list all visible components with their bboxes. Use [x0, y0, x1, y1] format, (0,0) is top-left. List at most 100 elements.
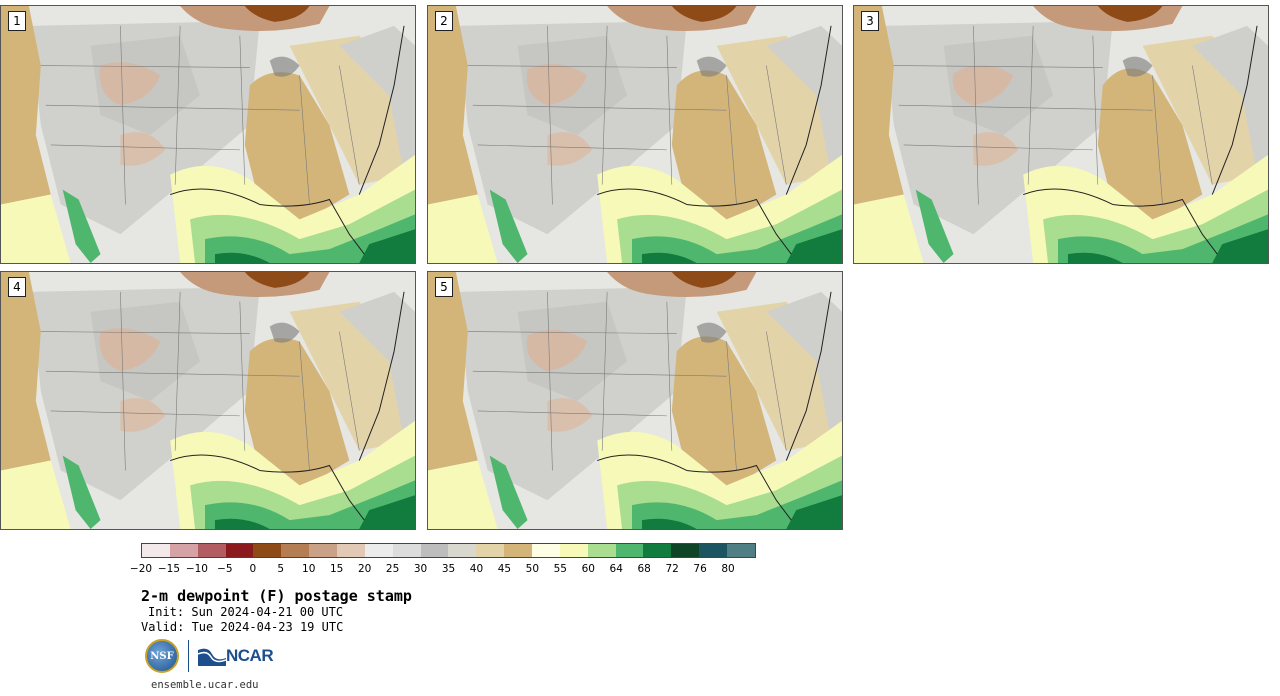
state-boundary-line — [547, 25, 553, 205]
pacific-moist-region — [1, 460, 71, 529]
state-boundary-line — [472, 370, 727, 377]
colorbar-tick: 35 — [441, 563, 456, 575]
east-moist-band — [671, 336, 777, 491]
west-coast-moist-band — [854, 6, 904, 205]
nsf-logo: NSF — [145, 639, 179, 673]
state-boundary-line — [299, 75, 310, 205]
member-label-4: 4 — [8, 277, 26, 297]
colorbar-tick: −5 — [217, 563, 233, 575]
state-boundary-line — [601, 291, 608, 451]
dewpoint-map-2 — [428, 6, 842, 263]
low-dewpoint-patch — [973, 132, 1019, 166]
state-boundary-line — [903, 144, 1093, 151]
colorbar-tick: 5 — [277, 563, 285, 575]
north-dry-core — [244, 272, 310, 288]
member-label-3: 3 — [861, 11, 879, 31]
colorbar-segment — [281, 544, 310, 557]
sierra-madre-humid-strip — [915, 189, 954, 263]
state-boundary-line — [601, 25, 608, 185]
gulf-very-humid-region — [205, 214, 415, 263]
state-boundary-line — [1192, 65, 1213, 185]
colorbar-tick: 72 — [665, 563, 679, 575]
north-dry-core — [671, 272, 737, 288]
state-boundary-line — [174, 25, 181, 185]
member-label-5: 5 — [435, 277, 453, 297]
colorbar-tick: 64 — [609, 563, 623, 575]
gulf-very-humid-region — [205, 480, 415, 529]
west-coast-moist-band — [428, 6, 478, 205]
great-lakes-shape — [269, 56, 300, 77]
colorbar-tick: 76 — [693, 563, 707, 575]
state-boundary-line — [45, 104, 300, 111]
ensemble-member-panel-4: 4 — [0, 271, 416, 530]
state-boundary-line — [1152, 75, 1163, 205]
low-dewpoint-patch — [526, 63, 588, 106]
west-coast-moist-band — [1, 272, 51, 471]
colorbar-segment — [559, 544, 588, 557]
low-dewpoint-patch — [120, 398, 166, 432]
great-lakes-shape — [1122, 56, 1153, 77]
state-boundary-line — [973, 25, 979, 205]
gulf-coastline — [597, 188, 792, 255]
state-boundary-line — [50, 410, 240, 417]
colorbar-segment — [643, 544, 672, 557]
ensemble-member-panel-2: 2 — [427, 5, 843, 264]
state-boundary-line — [120, 291, 126, 471]
colorbar-tick: 15 — [329, 563, 344, 575]
colorbar-tick: 68 — [637, 563, 651, 575]
ncar-logo: NCAR — [198, 646, 274, 666]
northeast-dry-region — [339, 25, 415, 175]
atlantic-coastline — [358, 291, 405, 461]
state-boundary-line — [898, 104, 1153, 111]
pacific-moist-region — [428, 194, 498, 263]
colorbar-segment — [448, 544, 477, 557]
state-boundary-line — [1027, 25, 1034, 185]
colorbar-segment — [253, 544, 282, 557]
low-dewpoint-patch — [547, 398, 593, 432]
north-dry-core — [671, 6, 737, 22]
colorbar-segment — [476, 544, 505, 557]
north-dry-core — [244, 6, 310, 22]
tropical-humid-core — [1067, 229, 1268, 263]
colorbar-segment — [420, 544, 449, 557]
footer-url: ensemble.ucar.edu — [151, 679, 259, 691]
state-boundary-line — [50, 144, 240, 151]
nsf-logo-text: NSF — [150, 650, 174, 662]
colorbar-tick: 25 — [385, 563, 400, 575]
state-boundary-line — [766, 65, 787, 185]
atlantic-coastline — [1211, 25, 1258, 195]
low-dewpoint-patch — [952, 65, 1014, 106]
pacific-moist-region — [1, 194, 71, 263]
ensemble-member-panel-1: 1 — [0, 5, 416, 264]
great-lakes-shape — [696, 322, 727, 343]
sierra-madre-humid-strip — [62, 189, 101, 263]
pacific-moist-region — [854, 194, 924, 263]
gulf-very-humid-region — [632, 214, 842, 263]
colorbar-tick: −10 — [185, 563, 208, 575]
colorbar-tick: 10 — [302, 563, 316, 575]
state-boundary-line — [339, 331, 360, 451]
state-boundary-line — [547, 291, 553, 471]
plot-title: 2-m dewpoint (F) postage stamp — [141, 587, 412, 605]
colorbar-segment — [364, 544, 393, 557]
colorbar-tick: 20 — [357, 563, 372, 575]
tropical-humid-core — [641, 229, 842, 263]
low-dewpoint-patch — [99, 328, 161, 372]
dewpoint-map-1 — [1, 6, 415, 263]
gulf-coastline — [170, 188, 365, 255]
colorbar-segment — [225, 544, 254, 557]
sierra-madre-humid-strip — [489, 455, 528, 529]
west-coast-moist-band — [428, 272, 478, 471]
state-boundary-line — [45, 370, 300, 377]
colorbar-segment — [587, 544, 616, 557]
colorbar-segment — [197, 544, 226, 557]
member-label-1: 1 — [8, 11, 26, 31]
east-moist-band — [671, 70, 777, 225]
state-boundary-line — [472, 104, 727, 111]
colorbar-tick: 30 — [413, 563, 428, 575]
state-boundary-line — [467, 65, 677, 68]
colorbar-tick: −20 — [129, 563, 153, 575]
state-boundary-line — [893, 65, 1103, 68]
colorbar-tick-labels: −20 −15 −10 −5 0 5 10 15 20 25 30 35 40 45 50 55 60 64 68 7… — [130, 563, 756, 577]
dewpoint-colorbar — [141, 543, 756, 558]
